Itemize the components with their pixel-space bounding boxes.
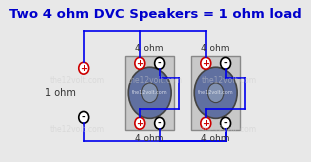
Circle shape bbox=[201, 117, 211, 129]
Circle shape bbox=[135, 57, 145, 69]
Circle shape bbox=[79, 111, 89, 123]
FancyBboxPatch shape bbox=[191, 56, 240, 130]
Circle shape bbox=[128, 67, 171, 118]
Text: the12volt.com: the12volt.com bbox=[49, 75, 105, 85]
Text: the12volt.com: the12volt.com bbox=[202, 75, 257, 85]
Circle shape bbox=[79, 62, 89, 74]
Text: 4 ohm: 4 ohm bbox=[136, 44, 164, 53]
Circle shape bbox=[207, 83, 224, 103]
Text: -: - bbox=[158, 119, 161, 128]
Circle shape bbox=[201, 57, 211, 69]
Text: +: + bbox=[136, 59, 143, 68]
Text: the12volt.com: the12volt.com bbox=[49, 125, 105, 134]
Circle shape bbox=[194, 67, 237, 118]
Text: Two 4 ohm DVC Speakers = 1 ohm load: Two 4 ohm DVC Speakers = 1 ohm load bbox=[9, 8, 302, 21]
Text: +: + bbox=[202, 119, 209, 128]
Text: -: - bbox=[224, 59, 227, 68]
Text: the12volt.com: the12volt.com bbox=[198, 90, 234, 95]
Text: +: + bbox=[80, 64, 87, 73]
Text: the12volt.com: the12volt.com bbox=[128, 75, 183, 85]
Text: the12volt.com: the12volt.com bbox=[132, 90, 168, 95]
Circle shape bbox=[155, 57, 165, 69]
Circle shape bbox=[142, 83, 158, 103]
Circle shape bbox=[155, 117, 165, 129]
Text: 4 ohm: 4 ohm bbox=[136, 134, 164, 144]
Text: +: + bbox=[202, 59, 209, 68]
Text: +: + bbox=[136, 119, 143, 128]
Text: 4 ohm: 4 ohm bbox=[202, 44, 230, 53]
Text: -: - bbox=[224, 119, 227, 128]
Circle shape bbox=[220, 117, 230, 129]
FancyBboxPatch shape bbox=[125, 56, 174, 130]
Text: -: - bbox=[82, 113, 86, 122]
Text: the12volt.com: the12volt.com bbox=[202, 125, 257, 134]
Text: 4 ohm: 4 ohm bbox=[202, 134, 230, 144]
Circle shape bbox=[135, 117, 145, 129]
Text: 1 ohm: 1 ohm bbox=[45, 88, 76, 98]
Text: -: - bbox=[158, 59, 161, 68]
Circle shape bbox=[220, 57, 230, 69]
